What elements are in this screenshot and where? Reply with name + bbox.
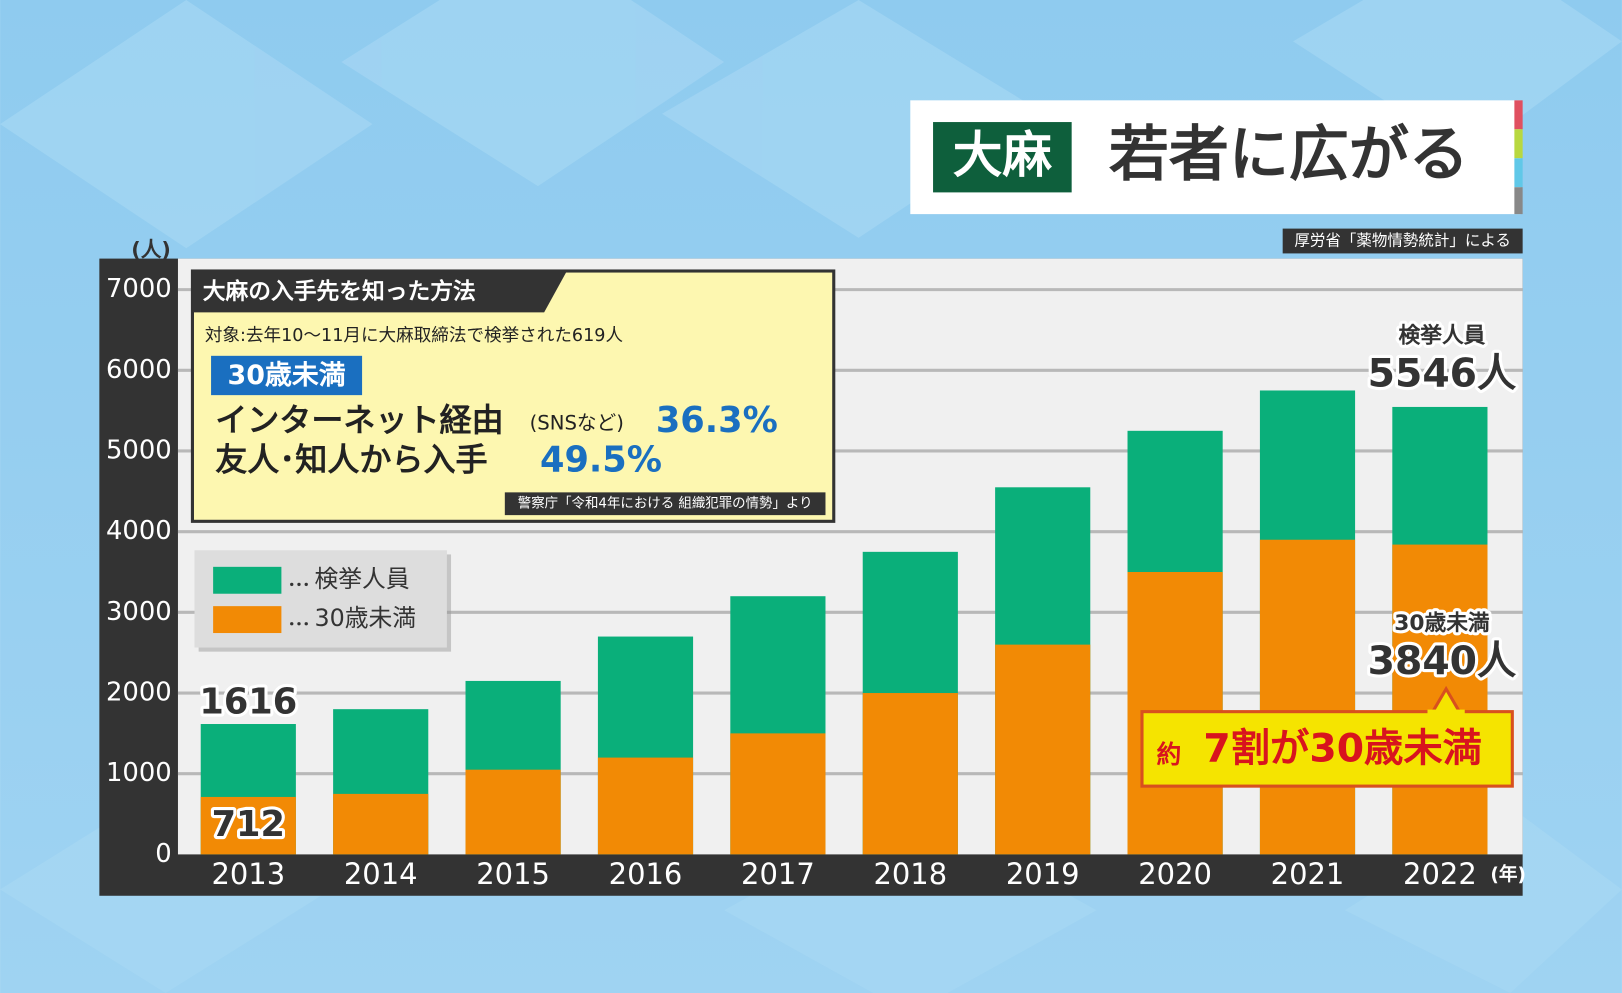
y-tick-label: 0 xyxy=(155,839,171,869)
legend-leader xyxy=(297,622,301,626)
title-badge: 大麻 xyxy=(953,126,1053,184)
inset-source-box xyxy=(504,492,826,516)
x-tick-label: 2022 xyxy=(1403,857,1477,891)
x-tick-label: 2020 xyxy=(1138,857,1212,891)
legend-label: 30歳未満 xyxy=(315,604,417,632)
data-label: 3840人 xyxy=(1368,639,1517,684)
bar xyxy=(1259,539,1356,855)
x-tick-label: 2014 xyxy=(344,857,418,891)
y-tick-label: 4000 xyxy=(106,516,172,546)
legend-swatch xyxy=(213,606,282,634)
legend-leader xyxy=(304,582,308,587)
labels: 0 1000 2000 3000 4000 5000 6000 7000 2013 2014 201… xyxy=(106,274,1520,891)
x-tick-label: 2019 xyxy=(1006,857,1080,891)
inset-value: 49.5% xyxy=(540,439,662,480)
stripe xyxy=(1514,158,1523,188)
y-unit: (人) xyxy=(131,237,171,261)
y-tick-label: 6000 xyxy=(106,355,172,385)
bar xyxy=(333,793,429,855)
inset-title-bar xyxy=(192,271,567,313)
series-label: 30歳未満 xyxy=(1394,610,1490,636)
y-tick-label: 7000 xyxy=(106,274,172,304)
y-tick-label: 2000 xyxy=(106,678,172,708)
data-label: 712 xyxy=(212,804,285,845)
source-box xyxy=(1282,228,1523,254)
inset-value: 36.3% xyxy=(656,400,778,441)
x-tick-label: 2017 xyxy=(741,857,815,891)
series-label: 検挙人員 xyxy=(1399,323,1486,349)
inset-badge: 30歳未満 xyxy=(228,360,346,391)
x-unit: (年) xyxy=(1490,864,1526,886)
inset-source: 警察庁「令和4年における 組織犯罪の情勢」より xyxy=(518,495,813,512)
source: 厚労省「薬物情勢統計」による xyxy=(1294,232,1511,250)
legend-entries: 検挙人員 30歳未満 xyxy=(213,565,417,634)
callout-joint xyxy=(1427,709,1465,716)
y-tick-label: 1000 xyxy=(106,758,172,788)
callout-prefix: 約 xyxy=(1156,740,1181,769)
y-tick-label: 3000 xyxy=(106,597,172,627)
x-tick-label: 2021 xyxy=(1271,857,1345,891)
x-tick-label: 2013 xyxy=(211,857,285,891)
title-badge-box xyxy=(933,122,1072,193)
legend-label: 検挙人員 xyxy=(315,565,410,593)
y-tick-label: 5000 xyxy=(106,435,172,465)
bar xyxy=(862,693,958,855)
legend-swatch xyxy=(213,566,282,594)
inset-badge-box xyxy=(211,355,363,396)
bar xyxy=(465,769,561,855)
bar xyxy=(995,644,1091,855)
stripe xyxy=(1514,129,1523,159)
callout-box xyxy=(1140,710,1514,788)
stripe xyxy=(1514,187,1523,215)
legend-leader xyxy=(297,582,301,587)
legend-leader xyxy=(290,622,294,626)
legend-leader xyxy=(290,582,294,587)
inset-note: (SNSなど) xyxy=(530,412,624,435)
bar xyxy=(730,733,826,855)
inset-subject: 対象:去年10～11月に大麻取締法で検挙された619人 xyxy=(205,326,623,346)
inset-line: 友人･知人から入手 xyxy=(215,440,487,478)
chart-title: 若者に広がる xyxy=(1109,120,1469,190)
legend-leader xyxy=(304,622,308,626)
stripe xyxy=(1514,100,1523,130)
data-label: 1616 xyxy=(199,681,297,722)
x-tick-label: 2016 xyxy=(609,857,683,891)
bar xyxy=(597,757,694,855)
data-label: 5546人 xyxy=(1368,351,1517,396)
callout-text: 7割が30歳未満 xyxy=(1203,726,1482,771)
x-tick-label: 2015 xyxy=(476,857,550,891)
x-tick-label: 2018 xyxy=(873,857,947,891)
bar xyxy=(200,796,296,855)
inset-line: インターネット経由 xyxy=(215,401,503,439)
inset-title: 大麻の入手先を知った方法 xyxy=(203,278,476,305)
